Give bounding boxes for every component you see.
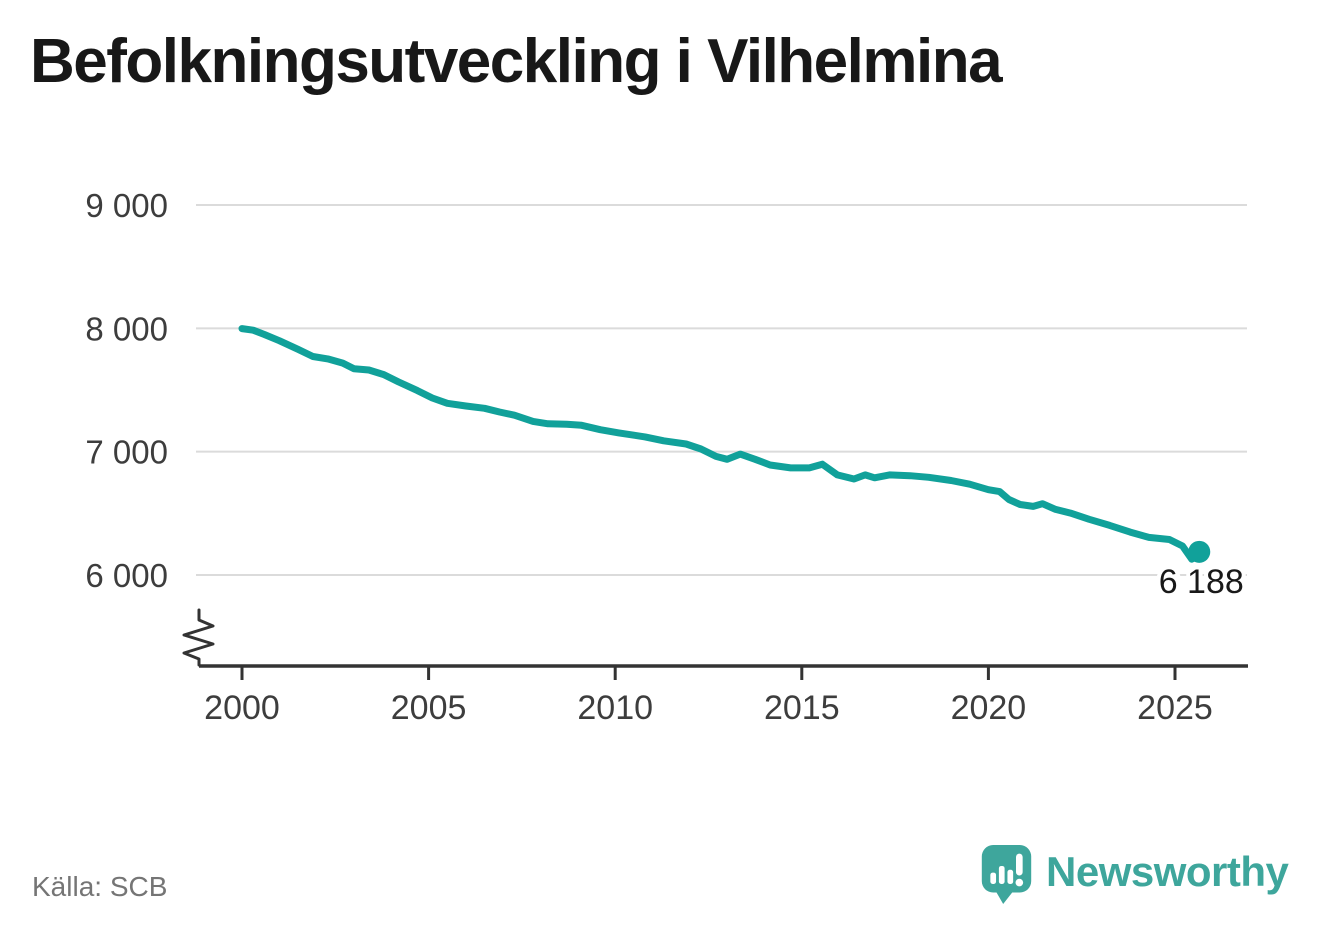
y-axis-label-9000: 9 000 <box>85 187 168 224</box>
chart-title: Befolkningsutveckling i Vilhelmina <box>30 27 1003 96</box>
newsworthy-logo-text: Newsworthy <box>1046 847 1289 895</box>
x-axis-label-2025: 2025 <box>1137 689 1213 727</box>
axis-break-icon <box>182 608 215 667</box>
latest-value-label: 6 188 <box>1159 563 1244 601</box>
x-axis-label-2005: 2005 <box>391 689 467 727</box>
x-axis-label-2020: 2020 <box>951 689 1027 727</box>
x-axis-label-2015: 2015 <box>764 689 840 727</box>
population-line <box>238 325 1203 563</box>
bar-icon-medium <box>1007 869 1014 884</box>
latest-point-dot <box>1188 540 1211 563</box>
newsworthy-logo-icon <box>981 845 1032 904</box>
x-axis-label-2010: 2010 <box>577 689 653 727</box>
y-axis-label-8000: 8 000 <box>85 310 168 347</box>
y-axis-label-7000: 7 000 <box>85 434 168 471</box>
bar-icon-tall <box>998 865 1005 884</box>
bar-icon-small <box>990 872 997 884</box>
exclamation-bar-icon <box>1016 853 1023 876</box>
newsworthy-logo: Newsworthy <box>978 843 1289 906</box>
y-axis-label-6000: 6 000 <box>85 557 168 594</box>
speech-bubble-shape <box>981 845 1032 904</box>
source-note: Källa: SCB <box>32 871 168 902</box>
x-axis-label-2000: 2000 <box>204 689 280 727</box>
exclamation-dot-icon <box>1015 878 1024 887</box>
